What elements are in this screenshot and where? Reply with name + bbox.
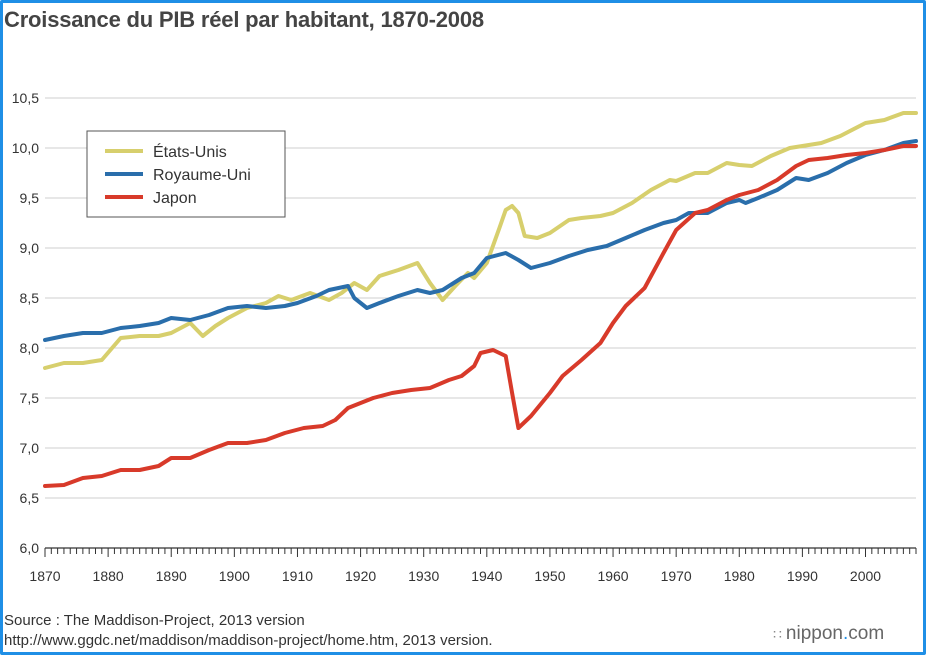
x-tick-label: 1930 — [408, 568, 439, 584]
x-tick-label: 1960 — [597, 568, 628, 584]
x-tick-label: 1870 — [29, 568, 60, 584]
legend-box — [86, 130, 286, 218]
x-tick-label: 1980 — [724, 568, 755, 584]
source-url: http://www.ggdc.net/maddison/maddison-pr… — [4, 632, 493, 649]
y-tick-label: 10,0 — [12, 140, 39, 156]
series-line-2 — [43, 144, 918, 488]
y-tick-label: 7,0 — [20, 440, 40, 456]
brand-logo: ∷ nippon.com — [773, 623, 884, 645]
y-tick-label: 8,5 — [20, 290, 40, 306]
series-line-0 — [43, 111, 918, 370]
x-tick-label: 1970 — [661, 568, 692, 584]
line-chart: 6,0 6,5 7,0 7,5 8,0 8,5 9,0 9,5 10,0 10,5 1870 1880… — [12, 90, 918, 584]
x-tick-label: 1990 — [787, 568, 818, 584]
source-line: Source : The Maddison-Project, 2013 vers… — [4, 612, 305, 629]
x-tick-label: 1940 — [471, 568, 502, 584]
series-line-1 — [43, 139, 918, 342]
x-tick-label: 1950 — [534, 568, 565, 584]
y-tick-label: 6,0 — [20, 540, 40, 556]
y-tick-label: 8,0 — [20, 340, 40, 356]
y-tick-label: 10,5 — [12, 90, 39, 106]
x-tick-label: 1920 — [345, 568, 376, 584]
x-tick-label: 1910 — [282, 568, 313, 584]
y-tick-label: 7,5 — [20, 390, 40, 406]
source-note: Source : The Maddison-Project, 2013 vers… — [4, 611, 493, 651]
legend-label: États-Unis — [153, 142, 227, 161]
x-tick-label: 1880 — [93, 568, 124, 584]
legend-label: Royaume-Uni — [153, 167, 251, 184]
y-tick-label: 9,0 — [20, 240, 40, 256]
x-tick-label: 1900 — [219, 568, 250, 584]
brand-icon: ∷ — [773, 625, 782, 642]
x-tick-label: 2000 — [850, 568, 881, 584]
y-tick-label: 9,5 — [20, 190, 40, 206]
chart-title: Croissance du PIB réel par habitant, 187… — [4, 7, 484, 32]
brand-name: nippon.com — [785, 623, 885, 644]
legend-label: Japon — [153, 190, 197, 207]
x-tick-label: 1890 — [156, 568, 187, 584]
y-tick-label: 6,5 — [20, 490, 40, 506]
